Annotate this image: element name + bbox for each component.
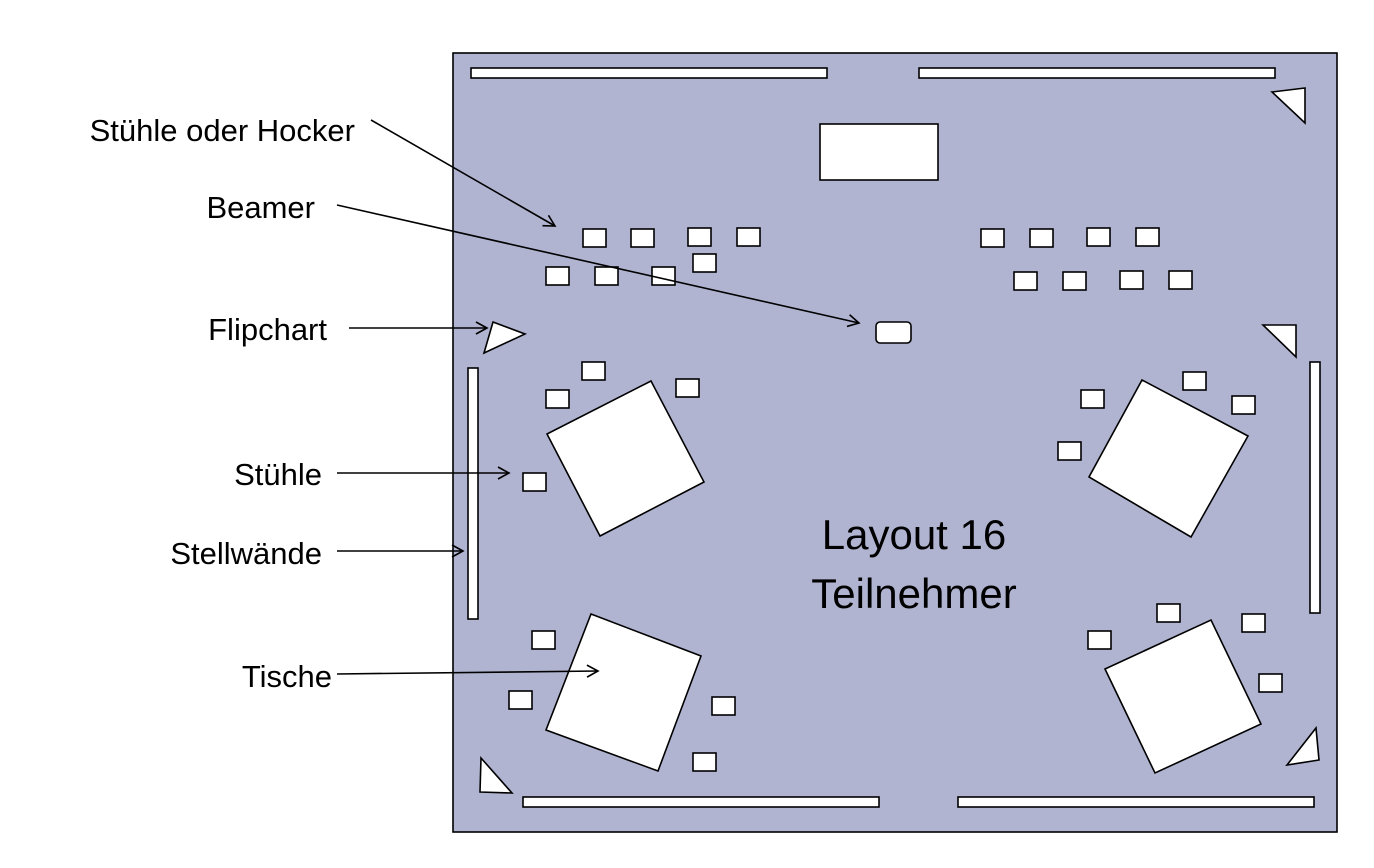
stool xyxy=(1119,270,1144,290)
chair xyxy=(1258,673,1283,693)
chair xyxy=(1087,630,1112,650)
stool xyxy=(1029,228,1054,248)
stool xyxy=(687,227,712,247)
chair xyxy=(692,752,717,772)
table-top-left xyxy=(545,379,706,538)
stool-rows xyxy=(545,227,1193,291)
stool xyxy=(582,228,607,248)
label-flipchart: Flipchart xyxy=(208,312,327,347)
label-beamer: Beamer xyxy=(206,190,315,225)
stool xyxy=(1168,270,1193,290)
stool xyxy=(594,266,619,286)
screen xyxy=(819,123,939,181)
chair xyxy=(711,696,736,716)
flipcharts xyxy=(479,87,1320,794)
beamer xyxy=(875,321,912,344)
stool xyxy=(1013,271,1038,291)
stool xyxy=(980,228,1005,248)
stool xyxy=(1135,227,1160,247)
table-bottom-right xyxy=(1103,618,1263,775)
chair xyxy=(531,630,556,650)
flipchart-bottom-left xyxy=(479,755,514,794)
partition-wall-top-left xyxy=(470,67,828,79)
chair xyxy=(581,361,606,381)
arrow-stuehle-oder-hocker xyxy=(370,119,557,227)
stool xyxy=(630,228,655,248)
chair xyxy=(522,472,547,492)
label-stellwaende: Stellwände xyxy=(170,536,322,571)
chair xyxy=(1080,389,1105,409)
stool xyxy=(545,266,570,286)
stool xyxy=(736,227,761,247)
partition-wall-bottom-right xyxy=(957,796,1315,808)
stool xyxy=(1062,271,1087,291)
partition-wall-right xyxy=(1309,361,1321,614)
chair xyxy=(675,378,700,398)
partition-walls xyxy=(467,67,1321,808)
tables xyxy=(544,378,1263,775)
layout-title-line-2: Teilnehmer xyxy=(811,570,1016,617)
chair xyxy=(508,690,533,710)
chair xyxy=(545,389,570,409)
chair xyxy=(1231,395,1256,415)
stool xyxy=(651,266,676,286)
table-top-right xyxy=(1087,378,1250,539)
chairs xyxy=(508,361,1283,772)
chair xyxy=(1057,441,1082,461)
flipchart-bottom-right xyxy=(1285,725,1320,767)
label-stuehle: Stühle xyxy=(234,457,322,492)
chair xyxy=(1156,603,1181,623)
chair xyxy=(1182,371,1207,391)
label-stuehle-oder-hocker: Stühle oder Hocker xyxy=(90,113,355,148)
arrow-beamer xyxy=(336,204,861,328)
leader-arrows xyxy=(336,119,861,678)
table-bottom-left xyxy=(544,612,703,773)
layout-title-line-1: Layout 16 xyxy=(822,511,1007,558)
flipchart-top-right xyxy=(1270,87,1306,125)
flipchart-right xyxy=(1261,324,1297,359)
flipchart-left xyxy=(482,320,528,355)
stool xyxy=(1086,227,1111,247)
stool xyxy=(692,253,717,273)
partition-wall-bottom-left xyxy=(522,796,880,808)
arrow-tische xyxy=(336,664,600,678)
label-tische: Tische xyxy=(242,659,332,694)
partition-wall-left xyxy=(467,367,479,620)
chair xyxy=(1241,613,1266,633)
partition-wall-top-right xyxy=(918,67,1276,79)
